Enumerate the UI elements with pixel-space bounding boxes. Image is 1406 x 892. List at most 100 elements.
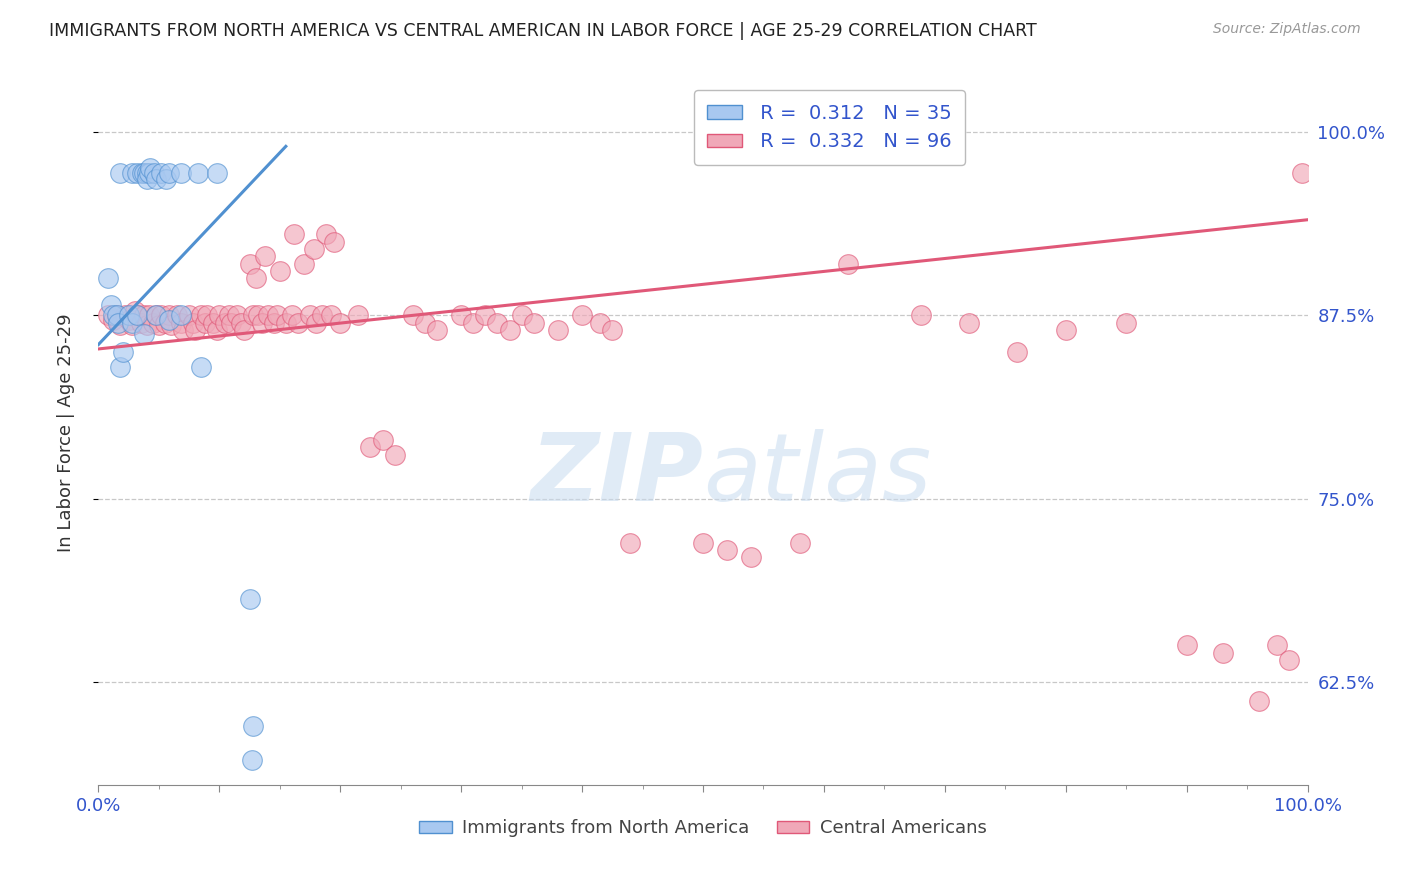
- Point: [319, 308, 342, 322]
- Text: IMMIGRANTS FROM NORTH AMERICA VS CENTRAL AMERICAN IN LABOR FORCE | AGE 25-29 COR: IMMIGRANTS FROM NORTH AMERICA VS CENTRAL…: [49, 22, 1038, 40]
- Point: [371, 433, 394, 447]
- Point: [181, 316, 204, 330]
- Point: [957, 316, 980, 330]
- Point: [229, 316, 252, 330]
- Point: [510, 308, 533, 322]
- Point: [221, 316, 243, 330]
- Point: [155, 171, 177, 186]
- Point: [148, 318, 170, 333]
- Point: [283, 227, 305, 242]
- Point: [402, 308, 425, 322]
- Point: [194, 316, 217, 330]
- Point: [281, 308, 304, 322]
- Point: [240, 753, 263, 767]
- Point: [218, 308, 240, 322]
- Point: [589, 316, 612, 330]
- Point: [169, 316, 191, 330]
- Text: atlas: atlas: [703, 429, 931, 520]
- Point: [226, 308, 249, 322]
- Point: [145, 171, 167, 186]
- Point: [202, 316, 225, 330]
- Point: [108, 359, 131, 374]
- Point: [169, 166, 191, 180]
- Point: [247, 308, 270, 322]
- Point: [127, 308, 149, 322]
- Point: [323, 235, 346, 249]
- Point: [157, 308, 180, 322]
- Point: [571, 308, 593, 322]
- Point: [1267, 639, 1289, 653]
- Point: [242, 308, 264, 322]
- Point: [413, 316, 436, 330]
- Point: [474, 308, 496, 322]
- Point: [250, 316, 273, 330]
- Point: [789, 535, 811, 549]
- Point: [184, 323, 207, 337]
- Point: [384, 448, 406, 462]
- Point: [450, 308, 472, 322]
- Point: [266, 308, 288, 322]
- Point: [105, 308, 128, 322]
- Point: [299, 308, 322, 322]
- Point: [463, 316, 485, 330]
- Point: [692, 535, 714, 549]
- Point: [118, 312, 141, 326]
- Point: [360, 440, 382, 454]
- Point: [150, 166, 173, 180]
- Point: [263, 316, 285, 330]
- Point: [108, 318, 131, 333]
- Point: [97, 308, 120, 322]
- Point: [242, 719, 264, 733]
- Point: [426, 323, 449, 337]
- Point: [837, 257, 859, 271]
- Point: [105, 308, 128, 322]
- Point: [142, 316, 165, 330]
- Point: [166, 308, 188, 322]
- Point: [274, 316, 297, 330]
- Text: ZIP: ZIP: [530, 429, 703, 521]
- Point: [239, 257, 262, 271]
- Point: [195, 308, 218, 322]
- Point: [1278, 653, 1301, 667]
- Point: [169, 308, 191, 322]
- Point: [305, 316, 328, 330]
- Point: [134, 327, 156, 342]
- Point: [498, 323, 520, 337]
- Point: [254, 249, 277, 263]
- Point: [619, 535, 641, 549]
- Point: [127, 166, 149, 180]
- Point: [179, 308, 201, 322]
- Point: [523, 316, 546, 330]
- Point: [121, 166, 143, 180]
- Point: [97, 271, 120, 285]
- Point: [1115, 316, 1137, 330]
- Point: [214, 316, 236, 330]
- Point: [134, 166, 156, 180]
- Point: [114, 308, 136, 322]
- Point: [190, 308, 212, 322]
- Point: [311, 308, 333, 322]
- Point: [740, 550, 762, 565]
- Point: [160, 318, 183, 333]
- Point: [131, 166, 153, 180]
- Point: [269, 264, 291, 278]
- Point: [121, 318, 143, 333]
- Point: [232, 323, 254, 337]
- Point: [486, 316, 509, 330]
- Point: [208, 308, 231, 322]
- Point: [129, 316, 152, 330]
- Point: [150, 308, 173, 322]
- Point: [245, 271, 267, 285]
- Text: Source: ZipAtlas.com: Source: ZipAtlas.com: [1213, 22, 1361, 37]
- Point: [135, 318, 157, 333]
- Point: [910, 308, 932, 322]
- Point: [135, 171, 157, 186]
- Point: [118, 308, 141, 322]
- Point: [100, 298, 122, 312]
- Point: [1291, 166, 1313, 180]
- Point: [101, 312, 124, 326]
- Point: [602, 323, 624, 337]
- Point: [347, 308, 370, 322]
- Point: [256, 308, 278, 322]
- Point: [139, 161, 162, 176]
